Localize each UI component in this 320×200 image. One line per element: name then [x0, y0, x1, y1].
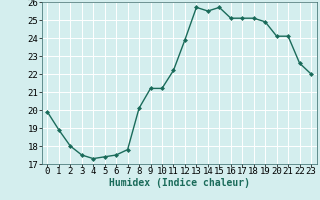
- X-axis label: Humidex (Indice chaleur): Humidex (Indice chaleur): [109, 178, 250, 188]
